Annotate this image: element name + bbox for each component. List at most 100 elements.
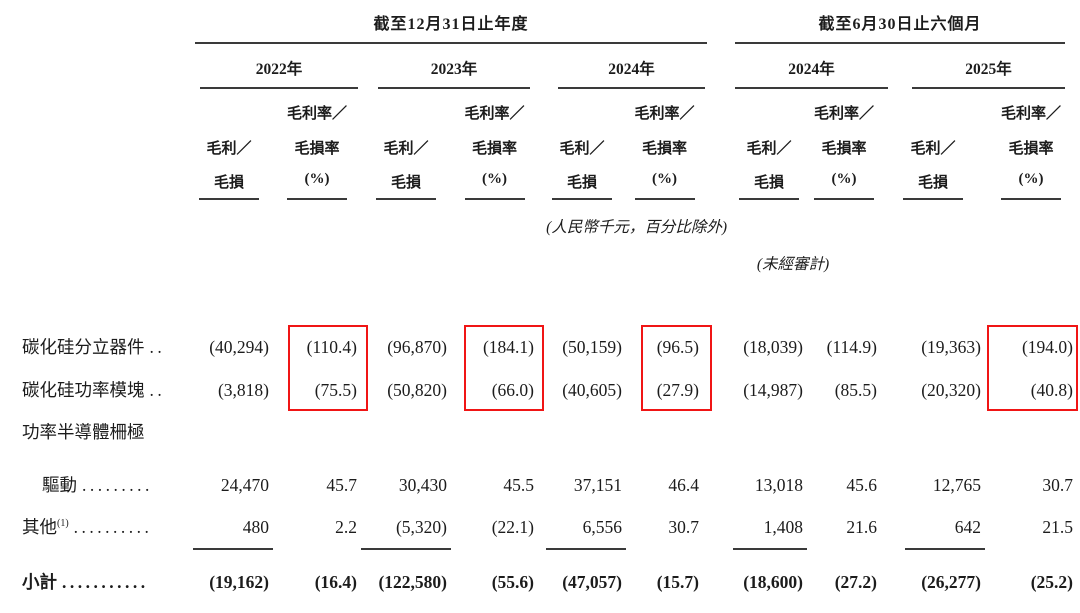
table-cell: 30.7 [668, 517, 699, 537]
table-cell: 21.5 [1042, 517, 1073, 537]
year-underline [378, 87, 530, 89]
column-header-underline [287, 198, 347, 200]
column-header-text: 毛損 [566, 175, 597, 191]
table-row-subtotal: 小計........... (19,162) (16.4) (122,580) … [0, 571, 1077, 593]
table-cell [185, 421, 273, 443]
table-cell: 37,151 [573, 475, 622, 495]
column-header-text: 毛損 [213, 175, 244, 191]
column-header-text: 毛利率／ [813, 106, 874, 122]
table-cell: 12,765 [932, 475, 981, 495]
highlight-box-2024-margin [641, 325, 712, 411]
table-cell: (50,820) [387, 380, 447, 400]
column-header-text: (%) [831, 171, 857, 187]
highlight-box-2022-margin [288, 325, 368, 411]
column-gap [703, 421, 731, 443]
table-cell: (27.9) [656, 380, 699, 400]
unaudited-note: (未經審計) [756, 256, 830, 273]
column-header-text: 毛損率 [294, 141, 340, 157]
highlight-box-2023-margin [464, 325, 544, 411]
table-cell: 480 [242, 517, 269, 537]
column-header-text: 毛利／ [206, 141, 252, 157]
table-cell: (26,277) [921, 572, 981, 592]
table-cell: (16.4) [314, 572, 357, 592]
table-row-power-semiconductor-gate: 功率半導體柵極 [0, 421, 1077, 443]
column-header-2025-interim-margin: 毛利率／ 毛損率 (%) [985, 100, 1077, 202]
column-header-2023-gross-profit: 毛利／ 毛損 [361, 100, 451, 202]
column-header-text: (%) [652, 171, 677, 187]
column-header-text: 毛損 [390, 175, 421, 191]
highlight-box-2025-interim-margin [987, 325, 1078, 411]
table-cell: (27.2) [834, 572, 877, 592]
column-header-2023-margin: 毛利率／ 毛損率 (%) [451, 100, 538, 202]
units-note: (人民幣千元，百分比除外) [546, 219, 727, 236]
column-header-text: 毛損率 [641, 141, 687, 157]
table-cell [361, 421, 451, 443]
table-cell: (5,320) [395, 517, 447, 537]
table-cell: (14,987) [743, 380, 803, 400]
subtotal-rule [361, 548, 451, 550]
column-header-text: 毛利／ [383, 141, 429, 157]
column-header-text: 毛利／ [559, 141, 605, 157]
table-cell: (114.9) [826, 337, 877, 357]
row-label: 其他(1).......... [22, 517, 153, 537]
table-cell: 30,430 [398, 475, 447, 495]
table-cell: 24,470 [220, 475, 269, 495]
table-cell [626, 421, 703, 443]
table-cell: (25.2) [1030, 572, 1073, 592]
table-cell: (40,605) [562, 380, 622, 400]
column-header-underline [814, 198, 874, 200]
table-cell: 30.7 [1042, 475, 1073, 495]
table-cell: 2.2 [335, 517, 357, 537]
table-cell: 45.5 [503, 475, 534, 495]
column-header-text: 毛損 [753, 175, 784, 191]
table-cell: (18,039) [743, 337, 803, 357]
table-cell: (194.0) [1021, 337, 1073, 357]
column-header-2022-gross-profit: 毛利／ 毛損 [185, 100, 273, 202]
table-cell: (96.5) [656, 337, 699, 357]
column-header-underline [1001, 198, 1061, 200]
table-cell: (19,363) [921, 337, 981, 357]
period-header-interim-underline [735, 42, 1065, 44]
table-row-sic-discrete-devices: 碳化硅分立器件.. (40,294) (110.4) (96,870) (184… [0, 336, 1077, 358]
year-header-2025-interim: 2025年 [965, 61, 1012, 78]
row-label: 驅動......... [42, 475, 153, 495]
table-cell: (85.5) [834, 380, 877, 400]
table-cell: (40,294) [209, 337, 269, 357]
column-header-2024-interim-gross-profit: 毛利／ 毛損 [731, 100, 807, 202]
column-header-underline [739, 198, 799, 200]
table-cell: (184.1) [482, 337, 534, 357]
row-label: 碳化硅功率模塊.. [22, 380, 166, 400]
column-header-text: 毛損率 [1008, 141, 1054, 157]
column-header-underline [634, 198, 695, 200]
column-header-2024-interim-margin: 毛利率／ 毛損率 (%) [807, 100, 881, 202]
table-cell: 642 [954, 517, 981, 537]
table-cell [807, 421, 881, 443]
column-header-underline [552, 198, 612, 200]
column-header-underline [199, 198, 259, 200]
table-cell: (110.4) [306, 337, 357, 357]
table-cell: (55.6) [491, 572, 534, 592]
table-cell: 6,556 [582, 517, 622, 537]
subtotal-rule [733, 548, 807, 550]
table-cell: (75.5) [314, 380, 357, 400]
year-underline [912, 87, 1065, 89]
column-header-text: 毛損率 [821, 141, 867, 157]
year-underline [558, 87, 705, 89]
table-cell [538, 421, 626, 443]
table-cell: (40.8) [1030, 380, 1073, 400]
column-gap [703, 571, 731, 593]
table-row-sic-power-modules: 碳化硅功率模塊.. (3,818) (75.5) (50,820) (66.0)… [0, 379, 1077, 401]
table-row-others: 其他(1).......... 480 2.2 (5,320) (22.1) 6… [0, 516, 1077, 538]
table-cell: (47,057) [562, 572, 622, 592]
column-header-text: (%) [304, 171, 330, 187]
column-header-underline [903, 198, 963, 200]
table-cell: (20,320) [921, 380, 981, 400]
column-header-text: (%) [482, 171, 507, 187]
column-header-2024-margin: 毛利率／ 毛損率 (%) [626, 100, 703, 202]
year-underline [735, 87, 888, 89]
column-gap [703, 516, 731, 538]
table-cell: 46.4 [668, 475, 699, 495]
table-cell: 45.7 [326, 475, 357, 495]
column-header-text: 毛利率／ [1000, 106, 1061, 122]
